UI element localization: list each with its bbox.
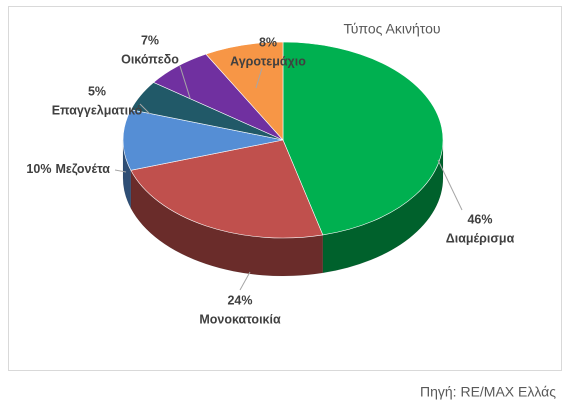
label: 10% Μεζονέτα xyxy=(26,162,110,176)
slice xyxy=(282,41,444,236)
data-label: 46% xyxy=(467,212,492,226)
data-label: 7% xyxy=(141,33,159,47)
category-label: Αγροτεμάχιο xyxy=(230,54,306,68)
data-label: 24% xyxy=(227,293,252,307)
leader-line xyxy=(437,159,463,211)
chart-title: Τύπος Ακινήτου xyxy=(343,21,440,37)
leader-line xyxy=(114,169,127,173)
source: Πηγή: RE/MAX Ελλάς xyxy=(420,384,556,400)
slice xyxy=(122,109,284,171)
leader-line xyxy=(255,67,263,89)
category-label: Επαγγελματικό xyxy=(52,103,143,117)
leader-line xyxy=(239,271,251,291)
category-label: Μονοκατοικία xyxy=(199,312,281,326)
data-label: 8% xyxy=(259,35,277,49)
category-label: Διαμέρισμα xyxy=(446,231,515,245)
category-label: Οικόπεδο xyxy=(121,52,179,66)
data-label: 10% xyxy=(26,162,51,176)
category-label: Μεζονέτα xyxy=(55,162,110,176)
leader-line xyxy=(179,65,191,99)
slice xyxy=(130,139,324,239)
slice xyxy=(205,41,284,141)
leader-line xyxy=(139,103,151,115)
data-label: 5% xyxy=(88,84,106,98)
